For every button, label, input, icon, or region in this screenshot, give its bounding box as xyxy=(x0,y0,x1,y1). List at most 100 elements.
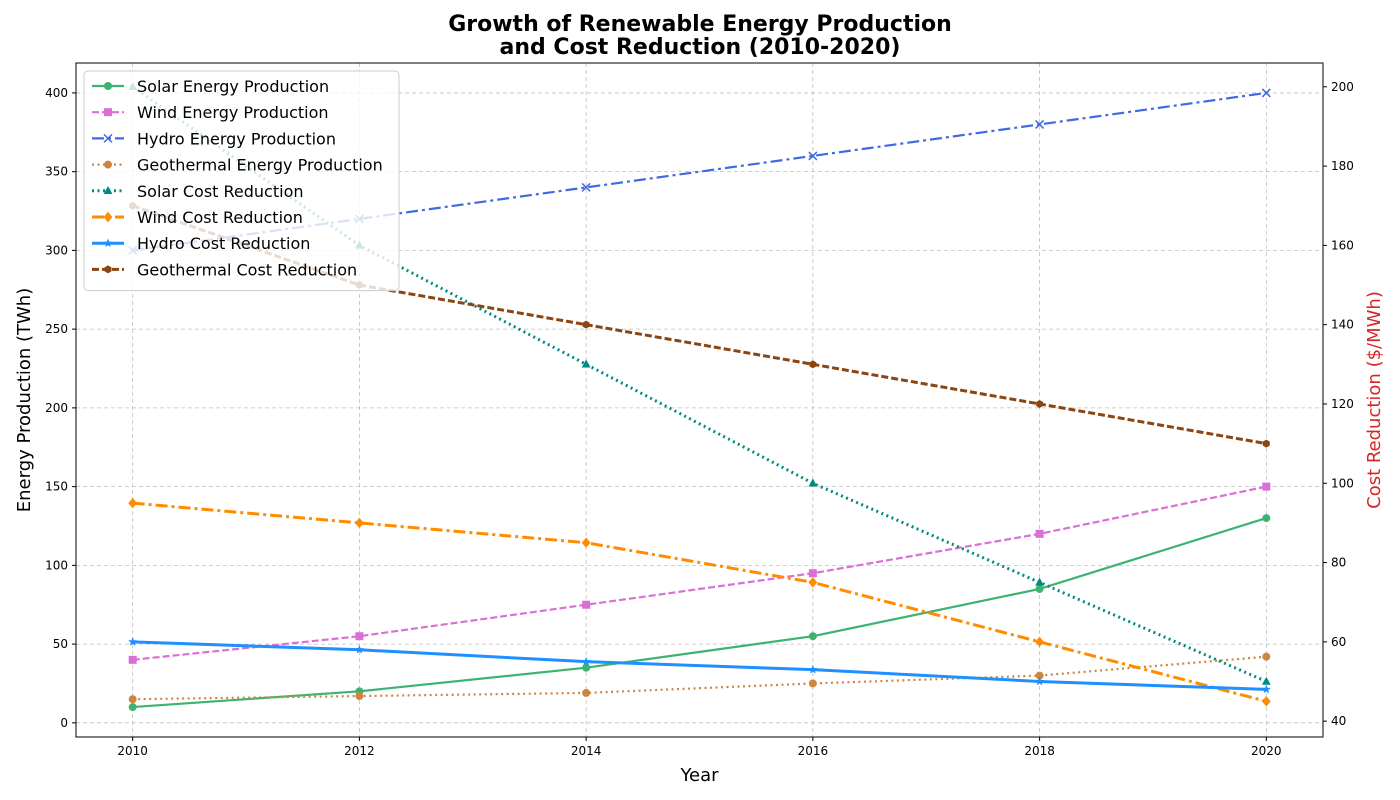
data-point xyxy=(128,703,137,712)
data-point xyxy=(1035,119,1045,129)
data-point xyxy=(1261,88,1271,98)
data-point xyxy=(1262,439,1270,448)
x-tick-label: 2016 xyxy=(798,744,829,758)
series-line xyxy=(131,85,1267,683)
data-point xyxy=(128,637,138,646)
data-point xyxy=(582,663,591,672)
y-axis-left: 0 50 100 150 200 250 300 350 400 Energy Productio… xyxy=(14,86,76,730)
y-tick-label-right: 120 xyxy=(1331,397,1354,411)
legend-label: Geothermal Energy Production xyxy=(137,156,383,175)
x-axis-label: Year xyxy=(679,765,719,786)
plot-border xyxy=(75,62,1324,738)
y-tick-label-left: 300 xyxy=(45,243,68,257)
y-axis-label-left: Energy Production (TWh) xyxy=(14,288,35,512)
series xyxy=(128,482,1271,664)
series-group xyxy=(128,81,1271,712)
legend-marker xyxy=(104,108,112,117)
x-tick-label: 2010 xyxy=(117,744,148,758)
legend-box xyxy=(83,70,400,292)
data-point xyxy=(808,569,817,578)
data-point xyxy=(1262,652,1271,661)
y-tick-label-left: 250 xyxy=(45,322,68,336)
y-tick-label-right: 140 xyxy=(1331,318,1354,332)
y-axis-right: 40 60 80 100 120 140 160 180 200 Cost Reduction (… xyxy=(1323,80,1385,728)
data-point xyxy=(1035,671,1044,680)
y-tick-label-right: 160 xyxy=(1331,238,1354,252)
x-tick-label: 2012 xyxy=(344,744,375,758)
data-point xyxy=(1036,399,1044,408)
legend-item: Solar Energy Production xyxy=(92,77,329,96)
data-point xyxy=(355,517,364,529)
series-line xyxy=(132,501,1267,703)
chart-title-line: Growth of Renewable Energy Production xyxy=(448,12,952,37)
data-point xyxy=(128,497,138,509)
y-axis-label-right: Cost Reduction ($/MWh) xyxy=(1364,291,1385,509)
legend-label: Solar Energy Production xyxy=(137,77,329,96)
legend-item: Wind Energy Production xyxy=(92,103,329,122)
legend-item: Wind Cost Reduction xyxy=(92,208,303,227)
y-tick-label-left: 50 xyxy=(53,637,68,651)
data-point xyxy=(582,600,591,609)
series-line xyxy=(132,517,1267,709)
data-point xyxy=(582,688,591,697)
data-point xyxy=(354,644,364,654)
legend-marker xyxy=(104,160,112,169)
series-line xyxy=(132,655,1267,701)
legend: Solar Energy Production Wind Energy Produ… xyxy=(83,70,400,292)
y-tick-label-right: 80 xyxy=(1331,556,1346,570)
data-point xyxy=(808,478,818,487)
legend-label: Wind Energy Production xyxy=(137,103,329,122)
data-point xyxy=(1262,482,1271,491)
data-point xyxy=(1261,696,1271,707)
series xyxy=(128,497,1271,707)
data-point xyxy=(808,151,818,161)
chart-title-line: and Cost Reduction (2010-2020) xyxy=(500,35,901,60)
y-tick-label-left: 150 xyxy=(45,480,68,494)
data-point xyxy=(1261,676,1271,685)
data-point xyxy=(128,695,137,704)
legend-item: Geothermal Energy Production xyxy=(92,156,383,175)
data-point xyxy=(1262,514,1271,523)
data-point xyxy=(128,655,137,664)
data-point xyxy=(809,360,817,369)
y-tick-label-left: 400 xyxy=(45,86,68,100)
legend-label: Hydro Energy Production xyxy=(137,129,336,148)
y-tick-label-right: 60 xyxy=(1331,635,1346,649)
data-point xyxy=(1261,684,1271,694)
y-tick-label-right: 40 xyxy=(1331,714,1346,728)
axes-frame xyxy=(75,62,1324,738)
data-point xyxy=(808,664,818,674)
data-point xyxy=(1035,529,1044,538)
y-tick-label-left: 200 xyxy=(45,401,68,415)
legend-label: Hydro Cost Reduction xyxy=(137,234,310,253)
legend-marker xyxy=(103,133,113,143)
data-point xyxy=(355,692,364,701)
legend-label: Solar Cost Reduction xyxy=(137,182,304,201)
data-point xyxy=(1035,676,1045,686)
data-point xyxy=(355,632,364,641)
x-tick-label: 2014 xyxy=(571,744,602,758)
chart-title: Growth of Renewable Energy Productionand… xyxy=(448,12,952,60)
series xyxy=(128,514,1271,712)
y-tick-label-left: 350 xyxy=(45,165,68,179)
data-point xyxy=(1035,636,1044,648)
data-point xyxy=(1035,584,1044,593)
x-axis: 2010 2012 2014 2016 2018 2020 Year xyxy=(117,737,1282,786)
y-tick-label-right: 100 xyxy=(1331,476,1354,490)
legend-marker xyxy=(104,265,112,274)
legend-label: Wind Cost Reduction xyxy=(137,208,303,227)
series xyxy=(128,652,1271,704)
data-point xyxy=(582,320,590,329)
data-point xyxy=(581,656,591,666)
data-point xyxy=(1035,577,1044,586)
data-point xyxy=(581,182,591,192)
legend-item: Hydro Cost Reduction xyxy=(92,234,310,253)
legend-marker xyxy=(103,238,113,248)
legend-marker xyxy=(104,82,112,90)
y-tick-label-right: 180 xyxy=(1331,159,1354,173)
data-point xyxy=(808,632,817,641)
data-point xyxy=(581,359,591,368)
y-tick-label-left: 0 xyxy=(60,716,68,730)
